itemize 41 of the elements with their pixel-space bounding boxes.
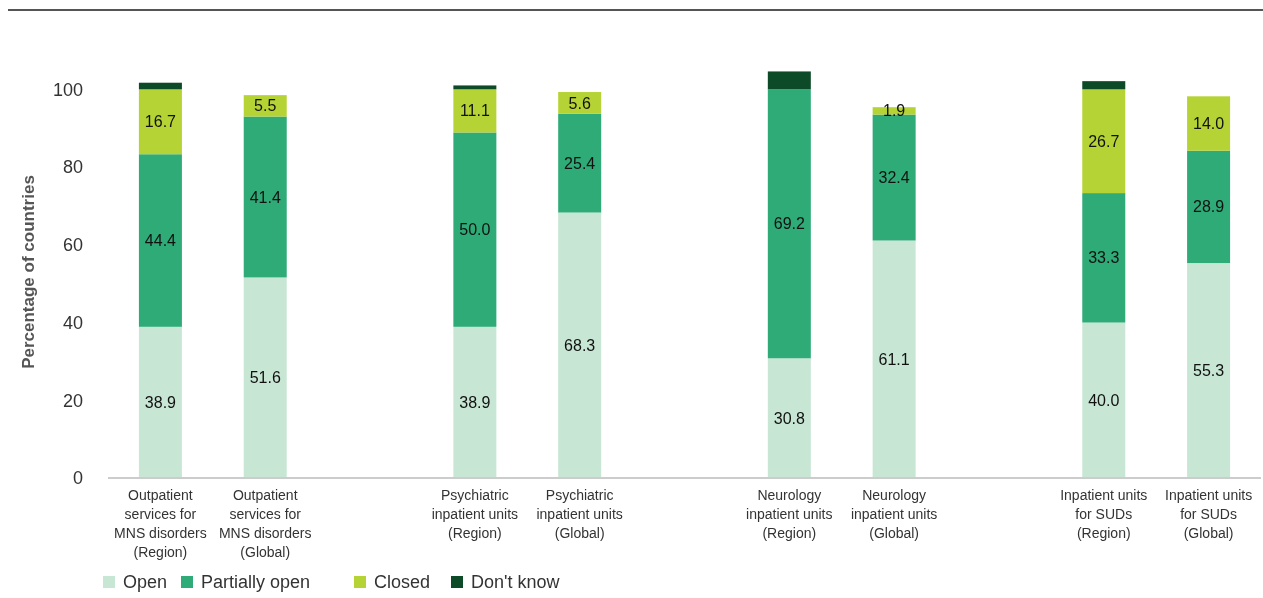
legend-label: Closed xyxy=(374,572,431,592)
data-label: 5.5 xyxy=(254,97,277,115)
y-tick-label: 100 xyxy=(52,79,83,100)
x-tick-label: Neurology inpatient units (Region) xyxy=(746,487,833,541)
y-axis-title: Percentage of countries xyxy=(19,175,38,369)
data-label: 5.6 xyxy=(568,94,591,112)
x-tick-label: Neurology inpatient units (Global) xyxy=(850,487,938,541)
data-label: 32.4 xyxy=(878,169,910,187)
x-tick-label: Inpatient units for SUDs (Region) xyxy=(1060,487,1148,541)
data-label: 14.0 xyxy=(1193,115,1225,133)
data-label: 50.0 xyxy=(459,221,491,239)
data-label: 16.7 xyxy=(144,113,177,131)
x-tick-label: Outpatient services for MNS disorders (Global) xyxy=(218,487,312,560)
y-tick-label: 20 xyxy=(62,390,83,411)
data-label: 25.4 xyxy=(564,154,596,172)
legend-label: Open xyxy=(123,572,168,592)
y-tick-label: 40 xyxy=(62,312,83,333)
x-tick-label: Psychiatric inpatient units (Region) xyxy=(431,487,519,541)
data-label: 11.1 xyxy=(459,102,490,120)
y-tick-label: 0 xyxy=(72,468,83,489)
data-label: 38.9 xyxy=(144,394,177,411)
y-tick-label: 80 xyxy=(62,157,83,178)
data-label: 61.1 xyxy=(878,350,910,368)
y-tick-label: 60 xyxy=(62,235,83,256)
data-label: 30.8 xyxy=(773,409,805,427)
data-label: 44.4 xyxy=(144,232,177,250)
data-label: 26.7 xyxy=(1088,132,1120,150)
x-tick-label: Psychiatric inpatient units (Global) xyxy=(536,487,623,541)
data-label: 41.4 xyxy=(249,188,281,206)
data-label: 51.6 xyxy=(249,369,281,387)
legend-label: Partially open xyxy=(201,572,311,592)
x-tick-label: Outpatient services for MNS disorders (Region) xyxy=(114,487,207,560)
data-label: 33.3 xyxy=(1088,249,1120,267)
data-label: 38.9 xyxy=(459,394,491,411)
data-label: 69.2 xyxy=(773,215,805,233)
data-label: 28.9 xyxy=(1193,198,1225,216)
data-label: 40.0 xyxy=(1088,391,1120,409)
legend-label: Don't know xyxy=(471,572,561,592)
x-tick-label: Inpatient units for SUDs (Global) xyxy=(1165,487,1253,541)
data-label: 55.3 xyxy=(1193,362,1225,380)
data-label: 68.3 xyxy=(564,336,596,354)
